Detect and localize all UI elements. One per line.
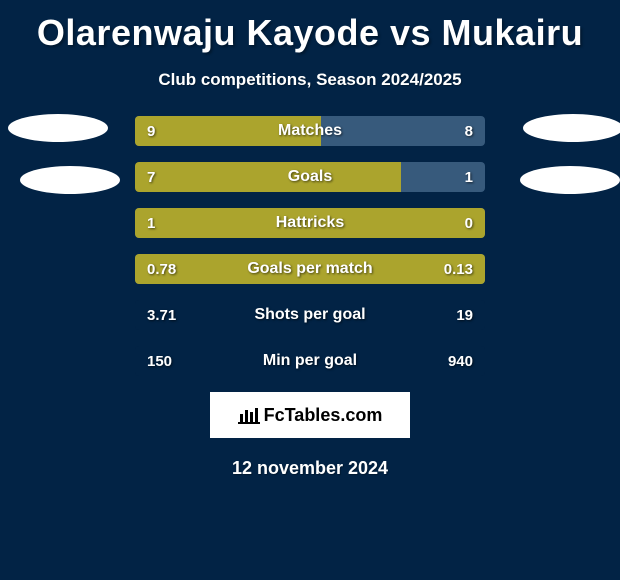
bar-value-right: 8	[465, 116, 473, 146]
bar-left-fill	[135, 116, 321, 146]
player-left-ellipse-bottom	[20, 166, 120, 194]
bars-container: Matches98Goals71Hattricks10Goals per mat…	[0, 116, 620, 376]
bar-value-left: 9	[147, 116, 155, 146]
bar-track	[135, 116, 485, 146]
bar-left-fill	[135, 162, 401, 192]
date-line: 12 november 2024	[0, 458, 620, 479]
bar-value-left: 3.71	[147, 300, 176, 330]
bar-track	[135, 162, 485, 192]
bar-value-left: 7	[147, 162, 155, 192]
bar-value-right: 0.13	[444, 254, 473, 284]
bar-value-right: 1	[465, 162, 473, 192]
bar-value-left: 1	[147, 208, 155, 238]
bar-value-left: 150	[147, 346, 172, 376]
stat-bar: Goals71	[135, 162, 485, 192]
bar-left-fill	[135, 254, 485, 284]
stat-bar: Min per goal150940	[135, 346, 485, 376]
bar-value-right: 19	[456, 300, 473, 330]
stat-bar: Shots per goal3.7119	[135, 300, 485, 330]
stat-bar: Hattricks10	[135, 208, 485, 238]
logo-text: FcTables.com	[264, 405, 383, 426]
page-title: Olarenwaju Kayode vs Mukairu	[0, 0, 620, 54]
stat-bar: Matches98	[135, 116, 485, 146]
bar-track	[135, 208, 485, 238]
player-right-ellipse-bottom	[520, 166, 620, 194]
stat-bar: Goals per match0.780.13	[135, 254, 485, 284]
player-left-ellipse-top	[8, 114, 108, 142]
bar-value-right: 0	[465, 208, 473, 238]
logo-box: FcTables.com	[210, 392, 410, 438]
bar-left-fill	[135, 208, 485, 238]
player-right-ellipse-top	[523, 114, 620, 142]
chart-icon	[238, 406, 260, 424]
bar-value-left: 0.78	[147, 254, 176, 284]
subtitle: Club competitions, Season 2024/2025	[0, 70, 620, 90]
bar-track	[135, 300, 485, 330]
bar-value-right: 940	[448, 346, 473, 376]
bar-track	[135, 254, 485, 284]
chart-area: Matches98Goals71Hattricks10Goals per mat…	[0, 90, 620, 479]
bar-track	[135, 346, 485, 376]
